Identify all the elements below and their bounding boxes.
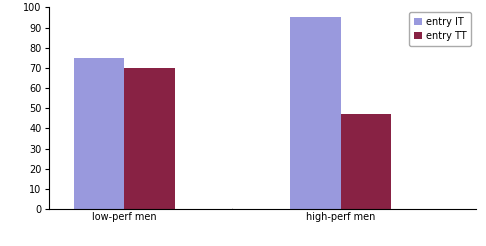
Legend: entry IT, entry TT: entry IT, entry TT bbox=[409, 12, 471, 46]
Bar bbox=[291, 17, 341, 209]
Bar bbox=[341, 114, 391, 209]
Bar bbox=[74, 58, 124, 209]
Bar bbox=[124, 68, 175, 209]
